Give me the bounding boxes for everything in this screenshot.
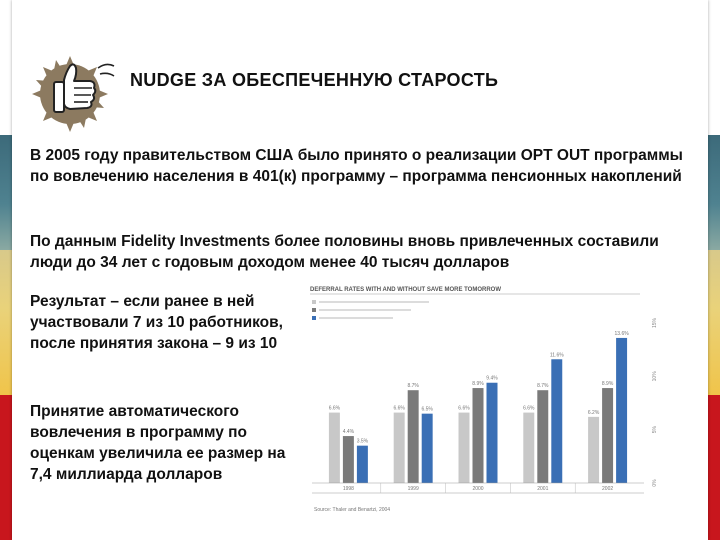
- chart-y-tick: 15%: [652, 317, 658, 328]
- chart-x-tick: 1999: [408, 486, 419, 492]
- chart-bar-side: [613, 386, 616, 483]
- chart-value-label: 6.6%: [523, 406, 535, 412]
- chart-bar: [458, 412, 470, 483]
- chart-value-label: 6.5%: [421, 407, 433, 413]
- chart-bar-side: [599, 414, 602, 483]
- chart-value-label: 9.4%: [486, 376, 498, 382]
- chart-bar-side: [627, 335, 630, 483]
- thumbs-up-icon: [32, 56, 115, 132]
- chart-value-label: 4.4%: [343, 429, 355, 435]
- chart-value-label: 3.5%: [357, 439, 369, 445]
- chart-value-label: 6.6%: [329, 406, 341, 412]
- chart-y-tick: 10%: [652, 371, 658, 382]
- chart-value-label: 11.6%: [550, 352, 564, 358]
- chart-y-tick: 5%: [652, 426, 658, 434]
- chart-bar: [472, 388, 484, 483]
- chart-value-label: 6.2%: [588, 410, 600, 416]
- slide-title: NUDGE ЗА ОБЕСПЕЧЕННУЮ СТАРОСТЬ: [130, 70, 499, 90]
- chart-source: Source: Thaler and Benartzi, 2004: [314, 507, 390, 513]
- legend-swatch: [312, 308, 316, 312]
- chart-x-tick: 2000: [472, 486, 483, 492]
- paragraph-fidelity: По данным Fidelity Investments более пол…: [30, 233, 659, 271]
- chart-bar: [537, 390, 549, 483]
- chart-bar-side: [562, 357, 565, 483]
- paragraph-impact: Принятие автоматического вовлечения в пр…: [30, 403, 286, 483]
- chart-value-label: 6.6%: [393, 406, 405, 412]
- chart-bar-side: [483, 386, 486, 483]
- chart-bar-side: [548, 388, 551, 483]
- legend-label-line: [319, 301, 429, 303]
- chart-bar: [328, 412, 340, 483]
- chart-value-label: 8.7%: [407, 383, 419, 389]
- chart-bar: [407, 390, 419, 483]
- legend-label-line: [319, 317, 393, 319]
- chart-bar: [588, 416, 600, 483]
- chart-bar: [602, 388, 614, 483]
- legend-swatch: [312, 300, 316, 304]
- chart-bar-side: [339, 410, 342, 483]
- paragraph-law: В 2005 году правительством США было прин…: [30, 147, 683, 185]
- chart-value-label: 13.6%: [615, 331, 630, 337]
- chart-bar: [486, 382, 498, 483]
- chart-value-label: 8.9%: [602, 381, 614, 387]
- chart-bar-side: [469, 410, 472, 483]
- chart-bar-side: [534, 410, 537, 483]
- chart-bar-side: [497, 380, 500, 483]
- deferral-rates-chart: DEFERRAL RATES WITH AND WITHOUT SAVE MOR…: [300, 283, 680, 520]
- chart-y-axis: 15% 10% 5% 0%: [652, 317, 658, 486]
- chart-bar-side: [353, 434, 356, 483]
- chart-value-label: 8.7%: [537, 383, 549, 389]
- chart-bars: 6.6%4.4%3.5%6.6%8.7%6.5% 6.6%8.9%9.4%6.6%…: [328, 331, 630, 483]
- chart-bar: [342, 436, 354, 483]
- chart-bar: [421, 413, 433, 483]
- chart-bar-side: [367, 443, 370, 483]
- chart-x-tick: 2002: [602, 486, 613, 492]
- legend-swatch: [312, 316, 316, 320]
- chart-y-tick: 0%: [652, 479, 658, 487]
- chart-bar-side: [432, 411, 435, 483]
- chart-bar: [551, 359, 563, 483]
- chart-x-tick: 1998: [343, 486, 354, 492]
- chart-bar-side: [418, 388, 421, 483]
- chart-legend: [312, 300, 429, 320]
- chart-value-label: 6.6%: [458, 406, 470, 412]
- chart-x-axis: 1998 1999 2000 2001 2002: [312, 482, 644, 494]
- chart-bar: [616, 337, 628, 483]
- chart-title: DEFERRAL RATES WITH AND WITHOUT SAVE MOR…: [310, 287, 501, 293]
- chart-x-tick: 2001: [537, 486, 548, 492]
- chart-bar-side: [404, 410, 407, 483]
- chart-bar: [523, 412, 535, 483]
- chart-bar: [356, 445, 368, 483]
- legend-label-line: [319, 309, 411, 311]
- chart-value-label: 8.9%: [472, 381, 484, 387]
- paragraph-result: Результат – если ранее в ней участвовали…: [30, 293, 283, 352]
- chart-bar: [393, 412, 405, 483]
